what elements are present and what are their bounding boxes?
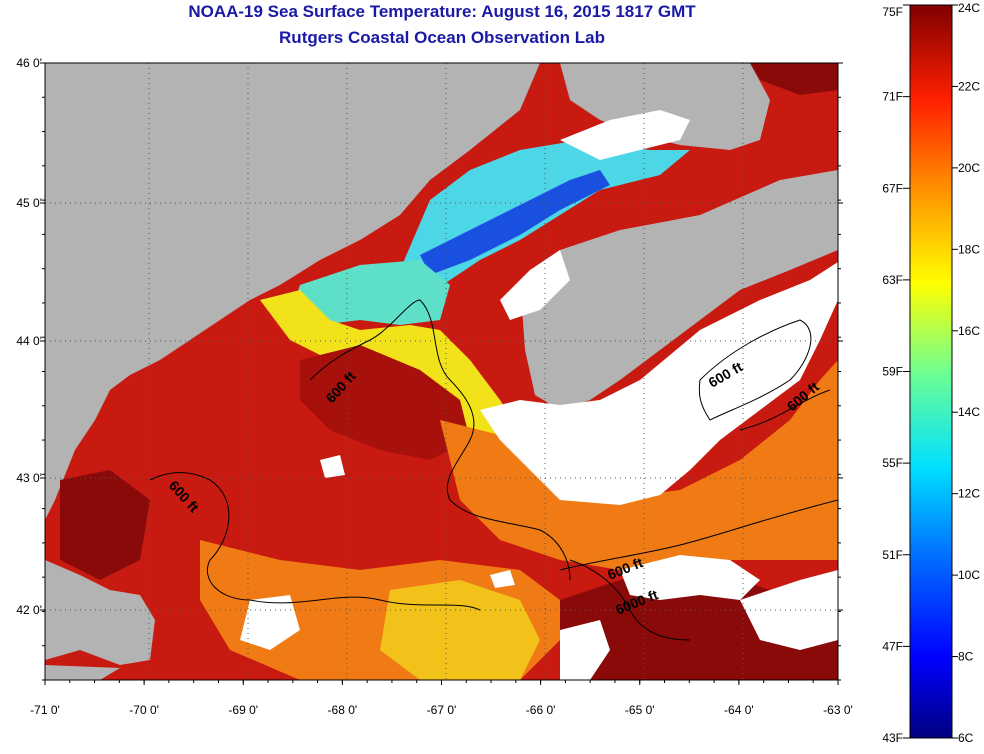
cloud-fundy-north bbox=[560, 110, 690, 160]
lon-tick-label: -65 0' bbox=[625, 703, 655, 717]
contour-600ft-east bbox=[739, 389, 831, 431]
lat-tick-label: 46 0' bbox=[16, 56, 42, 70]
land-nova-scotia bbox=[520, 170, 838, 410]
colorbar-label-f: 71F bbox=[882, 90, 903, 104]
sst-hot-west bbox=[60, 470, 150, 580]
contour-600ft-scotian bbox=[698, 319, 812, 421]
lon-tick-label: -63 0' bbox=[823, 703, 853, 717]
land-cape-cod bbox=[45, 560, 155, 665]
cloud-southeast-2 bbox=[560, 620, 610, 680]
sst-fundy-blue bbox=[420, 170, 610, 275]
colorbar-label-c: 8C bbox=[958, 650, 974, 664]
colorbar-label-c: 24C bbox=[958, 1, 980, 15]
colorbar-label-c: 10C bbox=[958, 568, 980, 582]
land-northwest bbox=[45, 63, 540, 520]
map-plot bbox=[45, 63, 838, 680]
colorbar-label-f: 67F bbox=[882, 181, 903, 195]
axis-ticks bbox=[40, 62, 843, 685]
lon-tick-label: -64 0' bbox=[724, 703, 754, 717]
colorbar bbox=[909, 4, 953, 739]
lon-tick-label: -68 0' bbox=[328, 703, 358, 717]
graticule bbox=[45, 63, 838, 680]
sst-hot-northeast bbox=[750, 63, 838, 95]
land-bottom-left bbox=[45, 665, 120, 680]
lon-tick-label: -71 0' bbox=[30, 703, 60, 717]
contour-600ft-center bbox=[309, 299, 571, 581]
colorbar-label-c: 14C bbox=[958, 405, 980, 419]
lat-tick-label: 43 0' bbox=[16, 471, 42, 485]
colorbar-label-f: 59F bbox=[882, 365, 903, 379]
colorbar-label-c: 20C bbox=[958, 161, 980, 175]
cloud-southeast-1 bbox=[620, 555, 760, 600]
contour-6000ft bbox=[559, 499, 838, 571]
lat-tick-label: 45 0' bbox=[16, 196, 42, 210]
colorbar-label-c: 18C bbox=[958, 242, 980, 256]
cloud-southwest bbox=[240, 595, 300, 650]
colorbar-label-f: 75F bbox=[882, 5, 903, 19]
cloud-southeast-3 bbox=[740, 570, 838, 650]
cloud-fundy-mouth bbox=[500, 250, 570, 320]
lon-tick-label: -67 0' bbox=[427, 703, 457, 717]
sst-orange-east bbox=[440, 360, 838, 570]
lon-tick-label: -66 0' bbox=[526, 703, 556, 717]
colorbar-label-f: 63F bbox=[882, 273, 903, 287]
colorbar-label-f: 47F bbox=[882, 639, 903, 653]
lon-tick-label: -70 0' bbox=[129, 703, 159, 717]
colorbar-labels: 75F 71F 67F 63F 59F 55F 51F 47F 43F 24C 22C 20C 18C 1… bbox=[882, 1, 980, 745]
colorbar-label-f: 55F bbox=[882, 456, 903, 470]
axis-tick-labels: -71 0' -70 0' -69 0' -68 0' -67 0' -66 0' -65 … bbox=[16, 56, 852, 717]
colorbar-label-f: 43F bbox=[882, 731, 903, 745]
lat-tick-label: 42 0' bbox=[16, 603, 42, 617]
cloud-scotian-shelf bbox=[480, 262, 838, 505]
sst-warm-core bbox=[300, 345, 470, 460]
contour-600ft-west bbox=[149, 472, 481, 611]
land-new-brunswick-north bbox=[560, 63, 770, 150]
colorbar-label-c: 12C bbox=[958, 487, 980, 501]
colorbar-label-f: 51F bbox=[882, 548, 903, 562]
map-title: NOAA-19 Sea Surface Temperature: August … bbox=[188, 2, 696, 21]
cloud-small-1 bbox=[320, 455, 345, 478]
sst-coastal-cyan bbox=[290, 260, 450, 325]
colorbar-label-c: 6C bbox=[958, 731, 974, 745]
bathymetry-contours bbox=[149, 299, 838, 641]
colorbar-label-c: 16C bbox=[958, 324, 980, 338]
contour-georges bbox=[569, 559, 691, 641]
lon-tick-label: -69 0' bbox=[228, 703, 258, 717]
map-subtitle: Rutgers Coastal Ocean Observation Lab bbox=[279, 28, 605, 47]
cloud-small-2 bbox=[490, 570, 515, 588]
lat-tick-label: 44 0' bbox=[16, 334, 42, 348]
colorbar-label-c: 22C bbox=[958, 79, 980, 93]
